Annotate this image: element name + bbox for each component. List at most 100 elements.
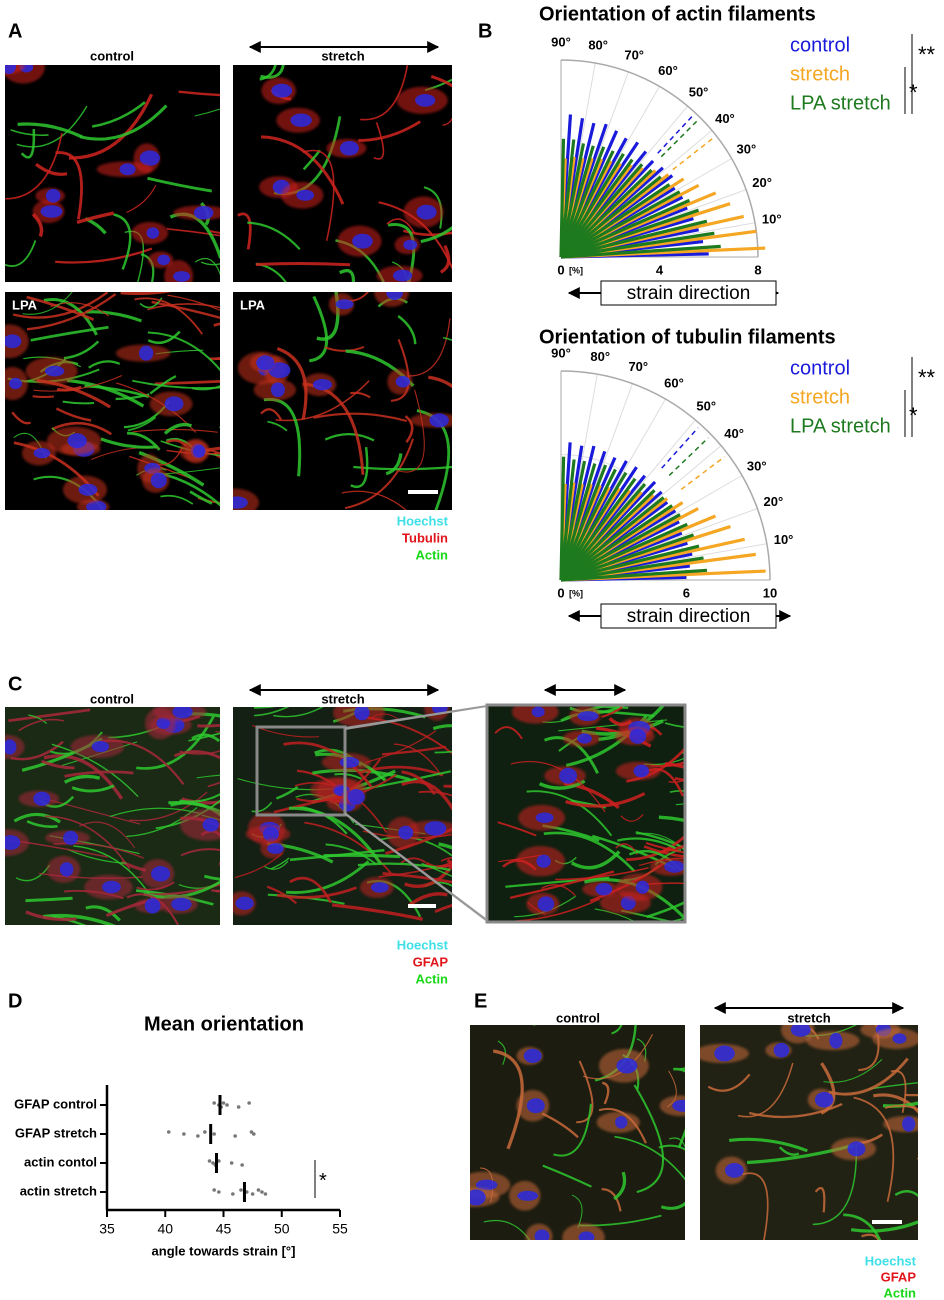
- nucleus: [393, 269, 413, 282]
- fiber: [353, 465, 452, 471]
- fiber: [178, 90, 220, 97]
- nucleus: [271, 83, 293, 98]
- zoom-frame: [485, 703, 687, 924]
- nucleus: [470, 1189, 486, 1206]
- mean-angle: [680, 456, 726, 491]
- cell-body: [180, 809, 220, 841]
- y-tick-label: actin stretch: [20, 1183, 97, 1198]
- fiber: [890, 1070, 907, 1114]
- bar: [559, 145, 595, 258]
- point: [260, 1190, 264, 1194]
- x-tick-label: 35: [99, 1221, 115, 1237]
- legend-text: Hoechst: [397, 937, 449, 952]
- point: [250, 1192, 255, 1196]
- bar: [560, 504, 674, 582]
- fiber: [35, 162, 68, 176]
- nucleus: [173, 271, 191, 282]
- panel-label: C: [8, 673, 22, 695]
- point: [212, 1132, 216, 1136]
- point: [251, 1132, 256, 1136]
- fiber: [729, 1137, 808, 1153]
- fiber: [79, 821, 136, 849]
- fiber: [350, 446, 369, 488]
- label-box: [600, 280, 777, 306]
- nucleus: [633, 764, 650, 778]
- fiber: [207, 781, 220, 788]
- nucleus: [531, 706, 545, 718]
- bar: [560, 544, 700, 582]
- r-tick-label: 10: [763, 585, 777, 600]
- fiber: [25, 896, 73, 903]
- nucleus: [9, 377, 23, 390]
- fiber: [33, 374, 123, 392]
- point: [263, 1192, 268, 1196]
- fiber: [189, 490, 213, 505]
- nucleus: [354, 707, 370, 721]
- fiber: [267, 420, 288, 432]
- bar: [559, 175, 662, 259]
- bar: [559, 152, 625, 258]
- nucleus: [773, 1042, 790, 1058]
- fiber: [255, 261, 351, 267]
- fiber: [302, 149, 335, 241]
- fiber: [126, 184, 157, 213]
- fiber: [88, 360, 121, 369]
- fiber: [64, 770, 134, 778]
- fiber: [643, 845, 685, 858]
- x-tick-label: 50: [274, 1221, 290, 1237]
- micrograph-content: [237, 65, 452, 282]
- fiber: [509, 870, 615, 900]
- fiber: [260, 408, 283, 421]
- fiber: [338, 269, 355, 282]
- fiber: [197, 723, 220, 728]
- fiber: [828, 1057, 909, 1096]
- bar: [560, 568, 708, 582]
- fiber: [51, 743, 139, 798]
- x-tick-label: 40: [157, 1221, 173, 1237]
- nucleus: [312, 378, 332, 391]
- legend-text: Hoechst: [397, 513, 449, 528]
- micrograph-content: [5, 707, 220, 925]
- bar: [560, 219, 708, 259]
- fiber: [276, 786, 299, 800]
- fiber: [264, 860, 289, 870]
- chart-title: Orientation of actin filaments: [539, 3, 816, 25]
- point: [211, 1161, 215, 1165]
- nucleus: [5, 65, 17, 75]
- fiber: [741, 1172, 769, 1240]
- nucleus: [78, 483, 98, 496]
- fiber: [324, 433, 375, 442]
- micrograph: [487, 705, 685, 922]
- x-tick-label: 55: [332, 1221, 348, 1237]
- legend-text: Hoechst: [865, 1253, 917, 1268]
- micrograph: [5, 292, 220, 510]
- point: [182, 1132, 186, 1136]
- nucleus: [139, 345, 154, 361]
- image-label: control: [556, 1010, 600, 1025]
- fiber: [62, 400, 95, 405]
- fiber: [541, 1112, 579, 1139]
- nucleus: [235, 896, 254, 911]
- nucleus: [577, 733, 592, 744]
- nucleus: [59, 862, 74, 877]
- fiber: [129, 791, 208, 822]
- nucleus: [635, 880, 650, 894]
- fiber: [273, 707, 324, 718]
- fiber: [26, 293, 117, 331]
- fiber: [10, 740, 64, 761]
- outer-arc: [560, 370, 771, 581]
- fiber: [286, 860, 370, 894]
- fiber: [423, 186, 443, 229]
- angle-tick-label: 70°: [628, 359, 648, 374]
- fiber: [858, 1025, 880, 1072]
- fiber: [675, 803, 685, 806]
- fiber: [160, 494, 194, 505]
- fiber: [30, 325, 109, 342]
- fiber: [43, 754, 124, 800]
- fiber: [884, 1104, 918, 1111]
- fiber: [80, 104, 168, 141]
- fiber: [261, 135, 345, 205]
- bar: [559, 483, 647, 582]
- legend-text: Actin: [884, 1285, 917, 1300]
